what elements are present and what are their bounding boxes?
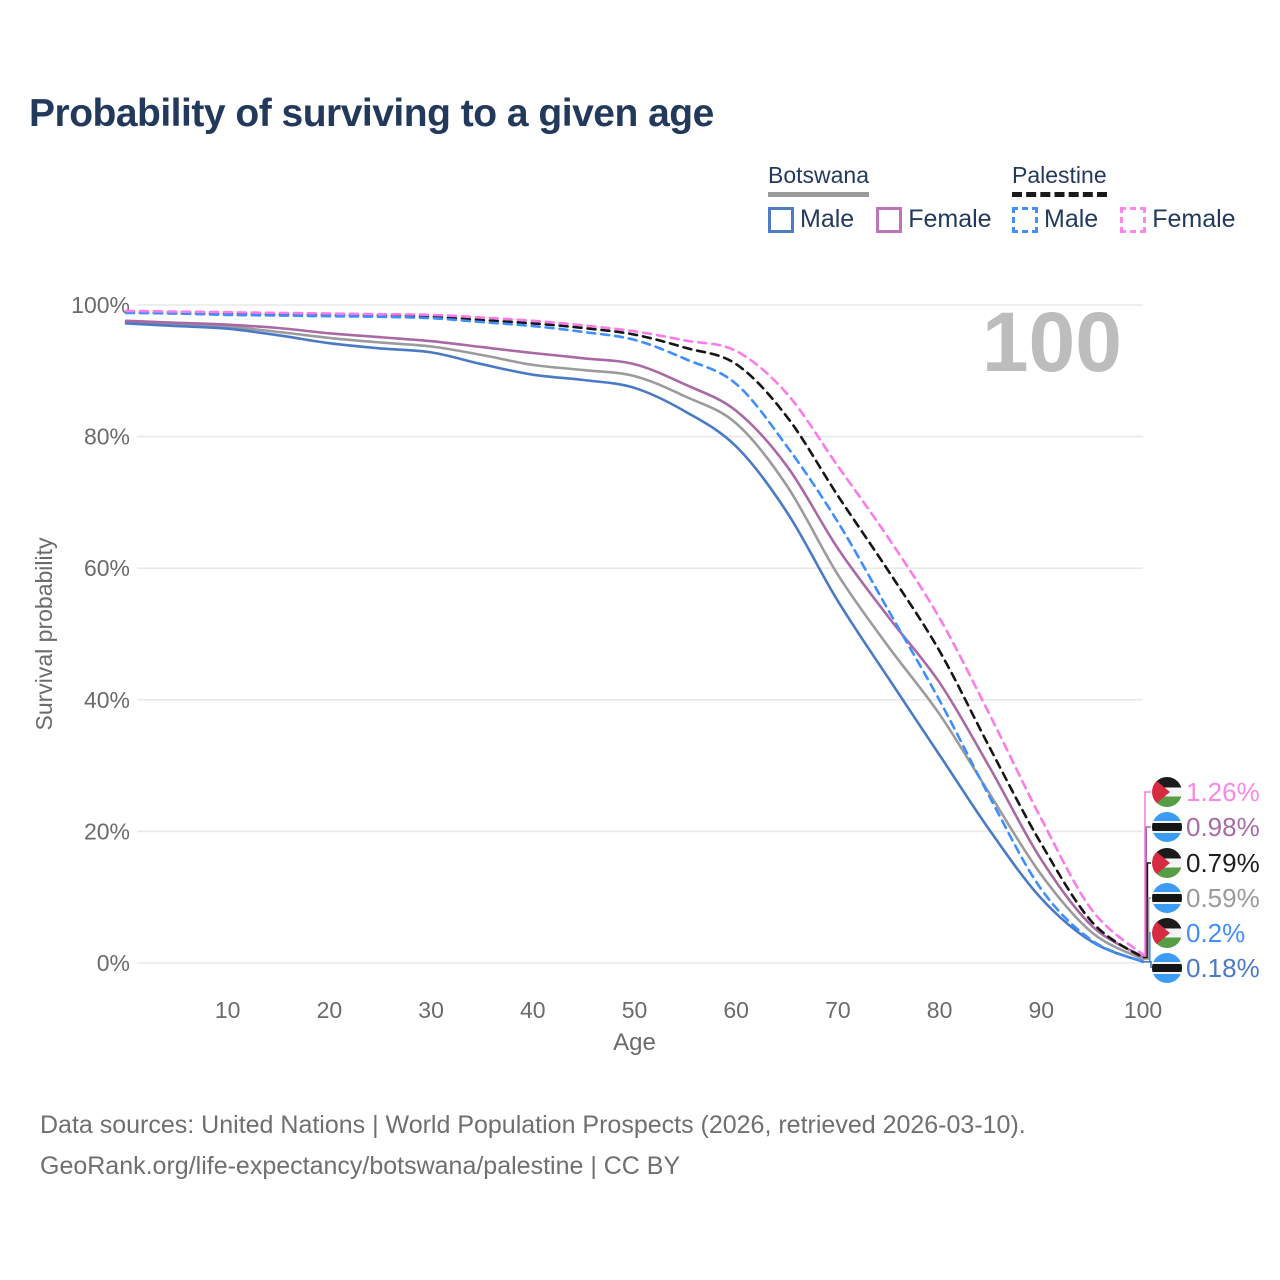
leader-line-botswana — [1143, 897, 1151, 960]
legend-item-label: Female — [908, 205, 992, 233]
curve-botswana-male[interactable] — [124, 322, 1145, 964]
y-tick-label: 20% — [84, 818, 130, 844]
legend-group-botswana: Botswana Male Female — [768, 162, 992, 234]
x-tick-label: 100 — [1124, 997, 1162, 1023]
leader-line-botswana-male — [1143, 961, 1152, 968]
end-value-label-palestine-female: 1.26% — [1186, 777, 1260, 807]
legend-group-title-botswana[interactable]: Botswana — [768, 162, 870, 197]
palestine-male-swatch-icon — [1012, 206, 1038, 233]
legend-item-label: Male — [1044, 205, 1099, 233]
x-tick-label: 60 — [723, 997, 749, 1023]
end-value-label-botswana-female: 0.98% — [1186, 812, 1260, 842]
x-tick-label: 90 — [1029, 997, 1055, 1023]
end-value-label-botswana-male: 0.18% — [1186, 953, 1260, 983]
palestine-female-swatch-icon — [1120, 206, 1147, 233]
y-axis-title: Survival probability — [31, 537, 57, 731]
leader-line-botswana-female — [1143, 826, 1151, 958]
curve-botswana[interactable] — [124, 320, 1145, 961]
footer-line-attribution: GeoRank.org/life-expectancy/botswana/pal… — [40, 1152, 681, 1180]
botswana-flag-icon — [1152, 812, 1182, 842]
y-tick-label: 80% — [84, 424, 130, 450]
legend-item-botswana-male[interactable]: Male — [768, 205, 854, 234]
legend-item-label: Female — [1152, 205, 1236, 233]
botswana-flag-icon — [1152, 953, 1182, 983]
page-title: Probability of surviving to a given age — [29, 92, 714, 135]
leader-line-palestine — [1143, 862, 1151, 959]
data-sources-footer: Data sources: United Nations | World Pop… — [40, 1105, 1026, 1187]
x-tick-label: 30 — [418, 997, 444, 1023]
legend-item-palestine-male[interactable]: Male — [1012, 205, 1098, 234]
footer-line-sources: Data sources: United Nations | World Pop… — [40, 1111, 1026, 1139]
x-tick-label: 20 — [317, 997, 343, 1023]
legend-group-palestine: Palestine Male Female — [1012, 162, 1236, 234]
botswana-female-swatch-icon — [876, 206, 903, 233]
legend-item-palestine-female[interactable]: Female — [1120, 205, 1236, 234]
end-value-label-palestine: 0.79% — [1186, 848, 1260, 878]
curve-palestine-female[interactable] — [124, 309, 1145, 956]
x-axis-title: Age — [613, 1029, 656, 1056]
hover-age-watermark: 100 — [982, 295, 1122, 389]
x-tick-label: 50 — [622, 997, 648, 1023]
legend-item-botswana-female[interactable]: Female — [876, 205, 992, 234]
palestine-flag-icon — [1152, 777, 1182, 807]
legend: Botswana Male Female Palestine Male Fema… — [0, 162, 1280, 242]
legend-item-label: Male — [800, 205, 855, 233]
y-tick-label: 40% — [84, 687, 130, 713]
curve-palestine-male[interactable] — [124, 311, 1145, 963]
end-value-label-palestine-male: 0.2% — [1186, 918, 1245, 948]
legend-group-title-palestine[interactable]: Palestine — [1012, 162, 1107, 197]
end-value-label-botswana: 0.59% — [1186, 883, 1260, 913]
botswana-male-swatch-icon — [768, 206, 794, 233]
x-tick-label: 10 — [215, 997, 241, 1023]
palestine-flag-icon — [1152, 848, 1182, 878]
palestine-flag-icon — [1152, 918, 1182, 948]
y-tick-label: 60% — [84, 555, 130, 581]
curve-botswana-female[interactable] — [124, 319, 1145, 958]
y-tick-label: 100% — [71, 292, 130, 318]
x-tick-label: 40 — [520, 997, 546, 1023]
botswana-flag-icon — [1152, 883, 1182, 913]
curve-palestine[interactable] — [124, 310, 1145, 960]
y-tick-label: 0% — [97, 950, 130, 976]
x-tick-label: 80 — [927, 997, 953, 1023]
leader-line-palestine-female — [1143, 791, 1151, 956]
x-tick-label: 70 — [825, 997, 851, 1023]
